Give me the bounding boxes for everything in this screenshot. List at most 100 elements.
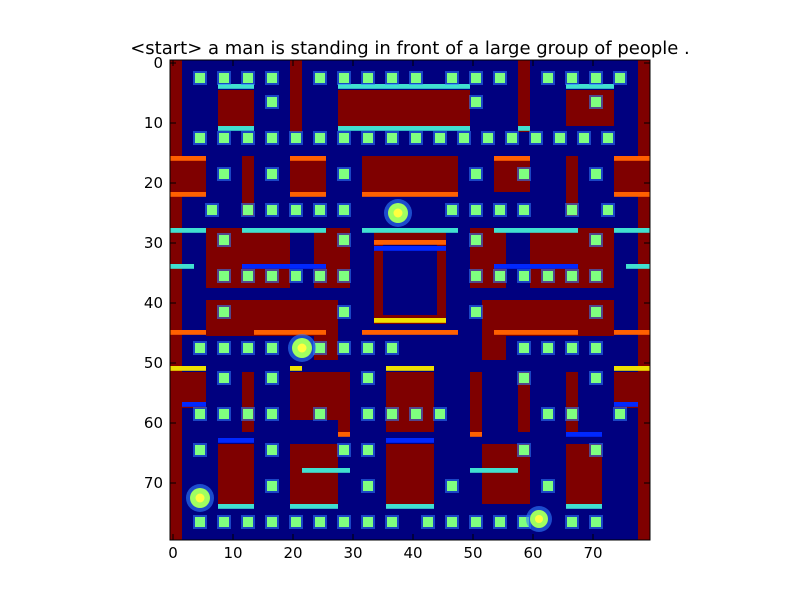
pellet — [603, 205, 613, 215]
x-tick-label: 0 — [168, 544, 178, 562]
pellet — [267, 133, 277, 143]
pellet — [447, 73, 457, 83]
pellet — [435, 409, 445, 419]
pellet — [363, 409, 373, 419]
pellet — [195, 409, 205, 419]
pellet — [243, 517, 253, 527]
pellet — [219, 409, 229, 419]
pellet — [267, 205, 277, 215]
y-tick-label: 50 — [144, 354, 163, 372]
pellet — [519, 271, 529, 281]
pellet — [543, 343, 553, 353]
wall-edge — [614, 402, 638, 407]
pellet — [339, 73, 349, 83]
wall-block — [386, 444, 434, 504]
pellet — [363, 481, 373, 491]
wall-block — [338, 372, 350, 432]
pellet — [603, 133, 613, 143]
wall-edge — [290, 192, 326, 197]
wall-block — [290, 444, 338, 504]
wall-edge — [566, 432, 602, 437]
pellet — [591, 271, 601, 281]
pellet — [339, 343, 349, 353]
pellet — [471, 97, 481, 107]
pellet — [219, 343, 229, 353]
wall-edge — [302, 468, 350, 473]
pellet — [363, 133, 373, 143]
pellet — [447, 205, 457, 215]
plot-frame — [169, 59, 651, 541]
x-tick-label: 40 — [403, 544, 422, 562]
wall-edge — [242, 264, 326, 269]
pellet — [267, 445, 277, 455]
pellet — [591, 445, 601, 455]
pellet — [267, 373, 277, 383]
wall-block — [170, 156, 206, 192]
pellet — [267, 517, 277, 527]
pellet — [195, 445, 205, 455]
y-tick-label: 70 — [144, 474, 163, 492]
x-tick-label: 50 — [463, 544, 482, 562]
pellet — [519, 373, 529, 383]
wall-edge — [170, 366, 206, 371]
pellet — [387, 73, 397, 83]
pellet — [339, 445, 349, 455]
pellet — [315, 73, 325, 83]
wall-edge — [386, 438, 434, 443]
pellet — [531, 133, 541, 143]
wall-edge — [218, 438, 254, 443]
wall-edge — [338, 126, 470, 131]
pellet — [315, 271, 325, 281]
pellet — [339, 271, 349, 281]
pellet — [495, 205, 505, 215]
pellet — [219, 235, 229, 245]
pellet — [411, 133, 421, 143]
pellet — [591, 343, 601, 353]
wall-edge — [386, 504, 434, 509]
pellet — [447, 517, 457, 527]
wall-edge — [170, 228, 206, 233]
wall-edge — [290, 504, 338, 509]
pellet — [471, 307, 481, 317]
pellet — [267, 97, 277, 107]
pellet — [447, 481, 457, 491]
pellet — [387, 133, 397, 143]
pellet — [591, 235, 601, 245]
wall-block — [242, 372, 254, 432]
wall-block — [170, 60, 182, 540]
pellet — [315, 133, 325, 143]
wall-block — [218, 90, 254, 126]
x-axis: 0 10 20 30 40 50 60 70 — [168, 60, 603, 562]
wall-edge — [566, 504, 602, 509]
pellet — [387, 409, 397, 419]
wall-block — [518, 372, 530, 432]
pellet — [243, 73, 253, 83]
pellet — [267, 169, 277, 179]
wall-block — [386, 372, 434, 432]
y-tick-label: 10 — [144, 114, 163, 132]
pellet — [219, 133, 229, 143]
pellet — [387, 343, 397, 353]
pellet — [339, 205, 349, 215]
pellet — [459, 133, 469, 143]
wall-edge — [494, 330, 578, 335]
pellet — [423, 517, 433, 527]
ghost-sprite-left-core — [195, 493, 205, 503]
pellet — [291, 133, 301, 143]
wall-edge — [494, 264, 578, 269]
pellet — [243, 409, 253, 419]
pellet — [543, 73, 553, 83]
pellet — [243, 205, 253, 215]
maze-heatmap — [169, 59, 651, 541]
pellet — [471, 73, 481, 83]
wall-edge — [494, 156, 530, 161]
wall-edge — [254, 330, 326, 335]
pellet — [363, 445, 373, 455]
wall-edge — [566, 84, 614, 89]
pellet — [243, 133, 253, 143]
pellet — [579, 133, 589, 143]
wall-edge — [374, 246, 446, 251]
pellet — [267, 343, 277, 353]
wall-edge — [626, 264, 650, 269]
pellet — [195, 517, 205, 527]
